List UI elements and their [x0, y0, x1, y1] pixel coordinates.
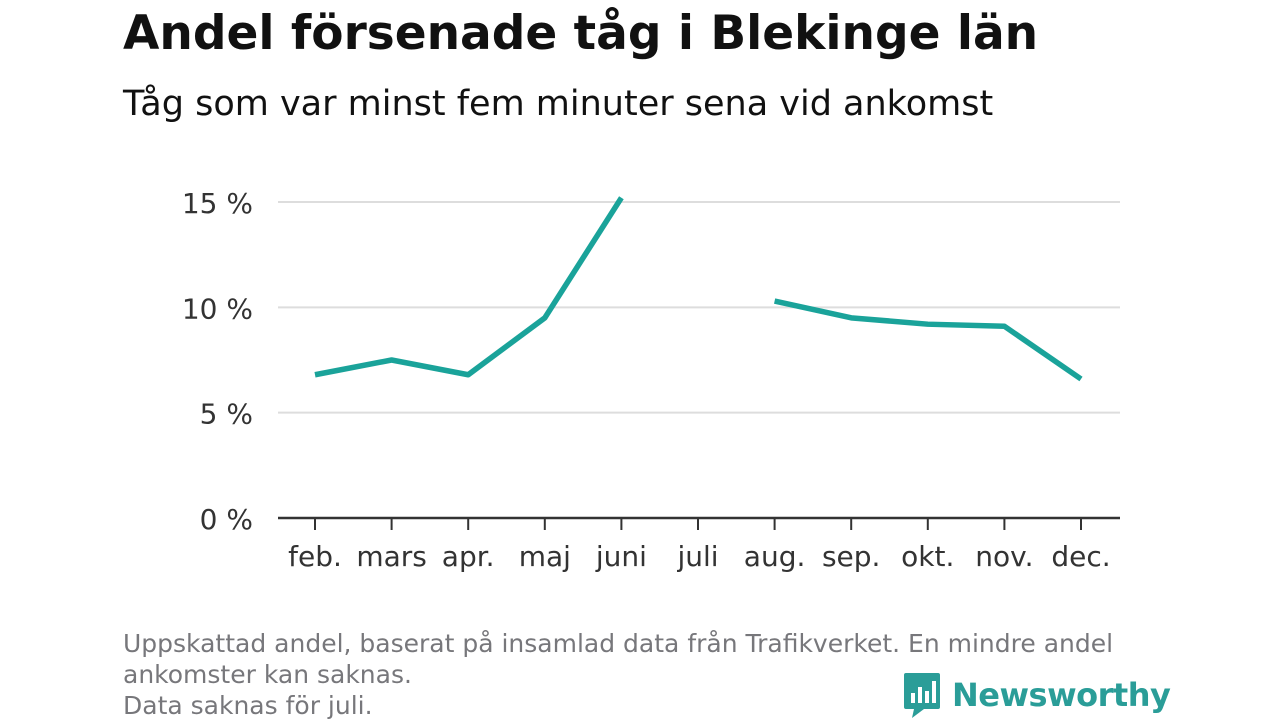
brand-logo: Newsworthy: [902, 670, 1171, 720]
x-tick-label: feb.: [288, 540, 342, 573]
y-tick-label: 10 %: [182, 292, 253, 325]
footnote-line: Data saknas för juli.: [123, 691, 373, 720]
chart-subtitle: Tåg som var minst fem minuter sena vid a…: [123, 84, 994, 124]
x-tick-label: mars: [356, 540, 427, 573]
series-line: [314, 196, 624, 378]
x-tick-label: maj: [519, 540, 571, 573]
x-tick-label: nov.: [975, 540, 1033, 573]
y-tick-label: 5 %: [200, 398, 253, 431]
brand-name: Newsworthy: [952, 676, 1171, 714]
x-tick-label: sep.: [822, 540, 881, 573]
footnote-line: ankomster kan saknas.: [123, 660, 412, 689]
x-tick-label: dec.: [1051, 540, 1110, 573]
line-chart: 0 % 5 % 10 % 15 % feb. mars apr. maj juni juli aug…: [182, 187, 1120, 573]
newsworthy-logo-icon: [904, 673, 940, 718]
chart-title: Andel försenade tåg i Blekinge län: [123, 6, 1039, 61]
x-tick-label: apr.: [442, 540, 495, 573]
footnote: Uppskattad andel, baserat på insamlad da…: [123, 628, 1163, 720]
series-line: [774, 298, 1083, 382]
x-tick-label: juni: [595, 540, 647, 573]
y-tick-label: 15 %: [182, 187, 253, 220]
x-tick-label: okt.: [901, 540, 954, 573]
y-tick-label: 0 %: [200, 503, 253, 536]
x-tick-label: aug.: [744, 540, 806, 573]
footnote-line: Uppskattad andel, baserat på insamlad da…: [123, 629, 1114, 658]
x-tick-label: juli: [676, 540, 718, 573]
